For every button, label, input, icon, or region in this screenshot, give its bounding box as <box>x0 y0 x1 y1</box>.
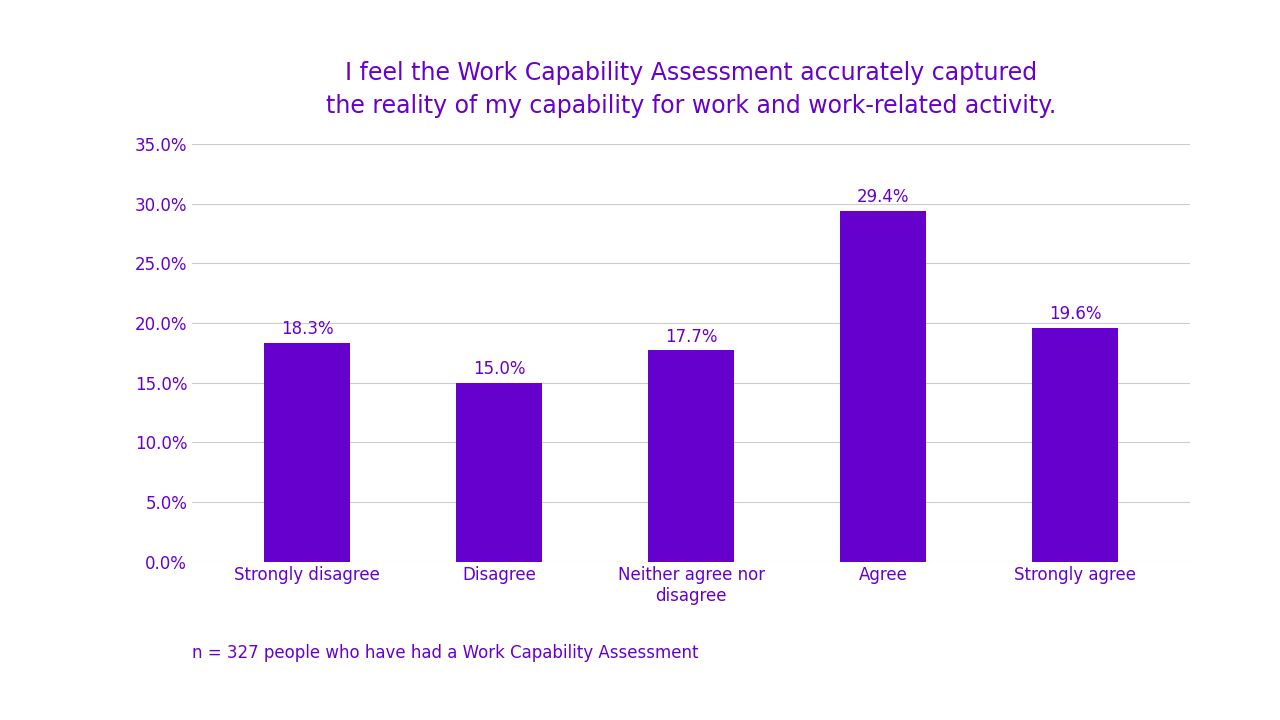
Bar <box>648 351 735 562</box>
Text: 17.7%: 17.7% <box>664 328 718 346</box>
Text: 29.4%: 29.4% <box>856 188 910 206</box>
Bar <box>840 211 927 562</box>
Bar <box>1032 328 1119 562</box>
Text: 19.6%: 19.6% <box>1048 305 1102 323</box>
Text: n = 327 people who have had a Work Capability Assessment: n = 327 people who have had a Work Capab… <box>192 644 699 662</box>
Text: 18.3%: 18.3% <box>280 320 334 338</box>
Bar <box>456 382 543 562</box>
Text: 15.0%: 15.0% <box>472 360 526 378</box>
Title: I feel the Work Capability Assessment accurately captured
the reality of my capa: I feel the Work Capability Assessment ac… <box>326 61 1056 119</box>
Bar <box>264 343 351 562</box>
